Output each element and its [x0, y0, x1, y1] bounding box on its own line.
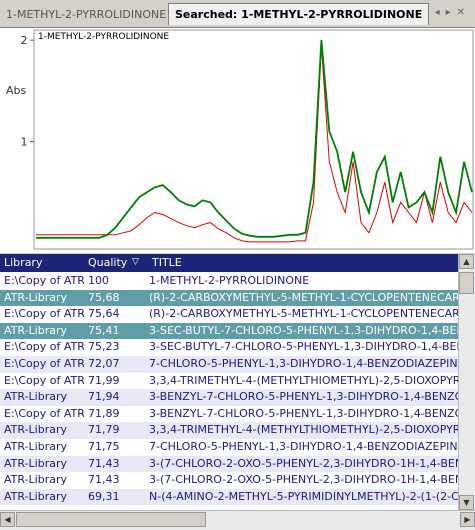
table-row[interactable]: ATR-Library 71,43 3-(7-CHLORO-2-OXO-5-PHEN…: [0, 455, 458, 473]
table-cell: ATR-Library: [4, 440, 68, 453]
table-cell: 75,64: [88, 307, 120, 321]
table-row[interactable]: ATR-Library 75,41 3-SEC-BUTYL-7-CHLORO-5-P…: [0, 322, 458, 340]
y-axis-label: Abs: [6, 84, 27, 97]
tab-active[interactable]: Searched: 1-METHYL-2-PYRROLIDINONE: [168, 3, 430, 25]
table-cell: 3-SEC-BUTYL-7-CHLORO-5-PHENYL-1,3-DIHYDR…: [149, 323, 458, 337]
scroll-left[interactable]: ◀: [0, 512, 15, 527]
table-row[interactable]: E:\Copy of ATR 75,23 3-SEC-BUTYL-7-CHLORO-…: [0, 339, 458, 356]
y-tick-label: 1: [21, 136, 28, 149]
table-cell: ATR-Library: [4, 390, 68, 404]
table-cell: N-(4-AMINO-2-METHYL-5-PYRIMIDINYLMETHYL)…: [149, 489, 458, 503]
column-header[interactable]: Quality: [88, 256, 128, 269]
chart-title: 1-METHYL-2-PYRROLIDINONE: [38, 32, 169, 42]
y-tick-label: 2: [21, 34, 28, 47]
table-cell: E:\Copy of ATR: [4, 340, 84, 354]
table-cell: 1-METHYL-2-PYRROLIDINONE: [149, 274, 310, 287]
table-row[interactable]: E:\Copy of ATR 71,89 3-BENZYL-7-CHLORO-5-P…: [0, 405, 458, 423]
table-cell: ATR-Library: [4, 323, 68, 337]
table-cell: E:\Copy of ATR: [4, 406, 84, 420]
table-row[interactable]: E:\Copy of ATR 72,07 7-CHLORO-5-PHENYL-1,3…: [0, 356, 458, 373]
scroll-down[interactable]: ▼: [459, 495, 474, 510]
table-cell: 7-CHLORO-5-PHENYL-1,3-DIHYDRO-1,4-BENZOD…: [149, 440, 458, 453]
tab-bar: 1-METHYL-2-PYRROLIDINONE Searched: 1-MET…: [0, 0, 475, 28]
spectrum-line: [36, 40, 473, 239]
table-cell: 71,43: [88, 473, 120, 487]
table-row[interactable]: E:\Copy of ATR 100 1-METHYL-2-PYRROLIDINON…: [0, 273, 458, 290]
table-cell: 71,43: [88, 456, 120, 470]
table-cell: 69,31: [88, 489, 120, 503]
table-cell: 71,79: [88, 423, 120, 437]
table-cell: 71,75: [88, 440, 120, 453]
column-header[interactable]: Library: [4, 256, 43, 269]
scroll-up[interactable]: ▲: [459, 254, 474, 269]
table-row[interactable]: ATR-Library 71,75 7-CHLORO-5-PHENYL-1,3-DI…: [0, 439, 458, 456]
tab[interactable]: 1-METHYL-2-PYRROLIDINONE: [6, 8, 167, 21]
table-cell: 3,3,4-TRIMETHYL-4-(METHYLTHIOMETHYL)-2,5…: [149, 373, 458, 387]
table-row[interactable]: E:\Copy of ATR 75,64 (R)-2-CARBOXYMETHYL-5…: [0, 306, 458, 323]
table-cell: 75,23: [88, 340, 120, 354]
table-cell: 3-(7-CHLORO-2-OXO-5-PHENYL-2,3-DIHYDRO-1…: [149, 456, 458, 470]
table-cell: ATR-Library: [4, 473, 68, 487]
table-cell: 100: [88, 274, 109, 287]
table-cell: 72,07: [88, 357, 120, 370]
tab-controls[interactable]: ◂▸✕: [434, 7, 471, 18]
spectrum-chart: 1-METHYL-2-PYRROLIDINONE Abs 1 2: [0, 28, 475, 253]
table-row[interactable]: E:\Copy of ATR 71,99 3,3,4-TRIMETHYL-4-(ME…: [0, 372, 458, 390]
scroll-thumb[interactable]: [16, 512, 206, 527]
table-row[interactable]: ATR-Library 75,68 (R)-2-CARBOXYMETHYL-5-ME…: [0, 289, 458, 307]
table-cell: ATR-Library: [4, 456, 68, 470]
column-header[interactable]: TITLE: [152, 256, 182, 269]
table-cell: E:\Copy of ATR: [4, 307, 84, 321]
table-cell: 3-BENZYL-7-CHLORO-5-PHENYL-1,3-DIHYDRO-1…: [149, 406, 458, 420]
scroll-thumb[interactable]: [459, 272, 474, 294]
table-cell: 3,3,4-TRIMETHYL-4-(METHYLTHIOMETHYL)-2,5…: [149, 423, 458, 437]
horizontal-scrollbar[interactable]: ◀ ▶: [0, 510, 475, 530]
table-cell: 75,41: [88, 323, 120, 337]
table-cell: 75,68: [88, 290, 120, 304]
results-table: Library Quality ▽ TITLE E:\Copy of ATR 10…: [0, 254, 458, 510]
table-cell: E:\Copy of ATR: [4, 274, 84, 287]
table-cell: ATR-Library: [4, 290, 68, 304]
table-cell: 3-(7-CHLORO-2-OXO-5-PHENYL-2,3-DIHYDRO-1…: [149, 473, 458, 487]
plot-frame: [33, 29, 474, 250]
table-row[interactable]: ATR-Library 71,43 3-(7-CHLORO-2-OXO-5-PHEN…: [0, 472, 458, 489]
table-cell: 71,94: [88, 390, 120, 404]
table-cell: 3-SEC-BUTYL-7-CHLORO-5-PHENYL-1,3-DIHYDR…: [149, 340, 458, 354]
table-cell: ATR-Library: [4, 423, 68, 437]
scroll-right[interactable]: ▶: [460, 512, 475, 527]
table-cell: 7-CHLORO-5-PHENYL-1,3-DIHYDRO-1,4-BENZOD…: [149, 357, 458, 370]
table-cell: E:\Copy of ATR: [4, 373, 84, 387]
vertical-scrollbar[interactable]: ▲ ▼: [458, 254, 475, 510]
table-cell: E:\Copy of ATR: [4, 357, 84, 370]
table-cell: 71,89: [88, 406, 120, 420]
table-cell: ATR-Library: [4, 489, 68, 503]
table-row[interactable]: ATR-Library 71,94 3-BENZYL-7-CHLORO-5-PHEN…: [0, 389, 458, 406]
table-header: Library Quality ▽ TITLE: [0, 254, 458, 272]
table-cell: (R)-2-CARBOXYMETHYL-5-METHYL-1-CYCLOPENT…: [149, 307, 458, 321]
table-row[interactable]: ATR-Library 71,79 3,3,4-TRIMETHYL-4-(METHY…: [0, 422, 458, 439]
sort-icon[interactable]: ▽: [132, 257, 139, 267]
table-cell: (R)-2-CARBOXYMETHYL-5-METHYL-1-CYCLOPENT…: [149, 290, 458, 304]
table-row[interactable]: ATR-Library 69,31 N-(4-AMINO-2-METHYL-5-PY…: [0, 488, 458, 506]
table-cell: 71,99: [88, 373, 120, 387]
table-cell: 3-BENZYL-7-CHLORO-5-PHENYL-1,3-DIHYDRO-1…: [149, 390, 458, 404]
